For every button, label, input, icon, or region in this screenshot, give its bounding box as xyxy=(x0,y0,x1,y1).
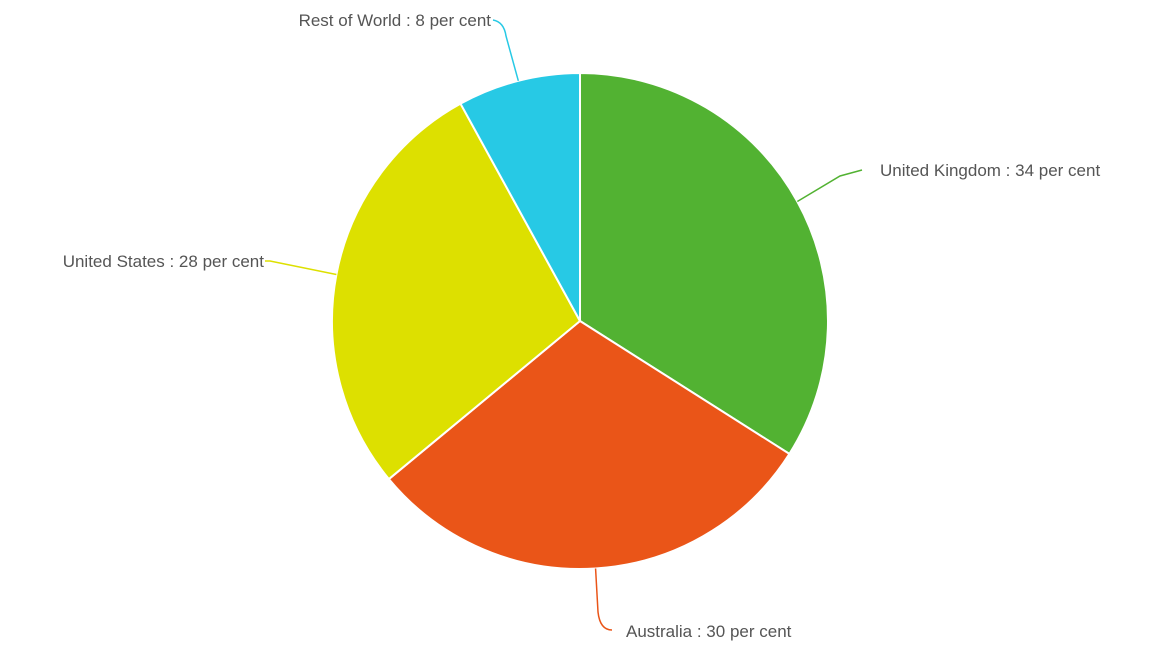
slice-label-united-kingdom: United Kingdom : 34 per cent xyxy=(880,161,1100,180)
pie-slice-united-states xyxy=(331,102,582,481)
slice-label-rest-of-world: Rest of World : 8 per cent xyxy=(299,11,492,30)
leader-line-rest-of-world xyxy=(492,19,520,81)
pie-slice-australia xyxy=(387,319,791,570)
leader-line-united-kingdom xyxy=(796,169,863,203)
slice-label-australia: Australia : 30 per cent xyxy=(626,622,792,641)
slice-label-united-states: United States : 28 per cent xyxy=(63,252,265,271)
leader-line-australia xyxy=(594,568,613,631)
leader-line-united-states xyxy=(265,260,337,276)
pie-slice-united-kingdom xyxy=(579,71,829,456)
